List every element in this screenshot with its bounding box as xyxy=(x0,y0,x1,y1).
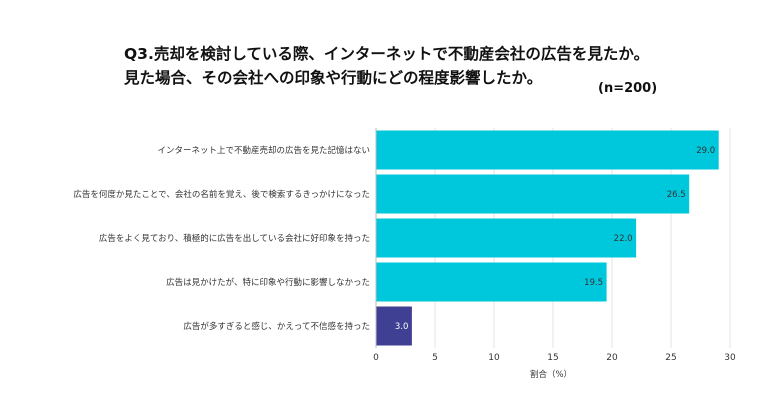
bar xyxy=(376,306,412,346)
category-label: 広告が多すぎると感じ、かえって不信感を持った xyxy=(183,321,370,332)
category-label: 広告をよく見ており、積極的に広告を出している会社に好印象を持った xyxy=(99,233,370,244)
x-tick-label: 0 xyxy=(373,353,379,363)
category-label: 広告を何度か見たことで、会社の名前を覚え、後で検索するきっかけになった xyxy=(73,189,370,200)
bar-value-label: 3.0 xyxy=(395,322,409,332)
category-label: 広告は見かけたが、特に印象や行動に影響しなかった xyxy=(166,277,370,288)
x-tick-label: 15 xyxy=(547,353,558,363)
category-label: インターネット上で不動産売却の広告を見た記憶はない xyxy=(157,145,370,156)
x-axis-label: 割合（%） xyxy=(530,369,572,380)
x-tick-label: 25 xyxy=(665,353,676,363)
bar xyxy=(376,130,719,170)
x-tick-label: 10 xyxy=(488,353,500,363)
bar xyxy=(376,262,607,302)
bar xyxy=(376,218,637,258)
chart-title-line-2: 見た場合、その会社への印象や行動にどの程度影響したか。 xyxy=(124,69,543,87)
sample-size-label: (n=200) xyxy=(598,81,658,96)
x-tick-label: 20 xyxy=(606,353,618,363)
bar-value-label: 29.0 xyxy=(696,146,715,156)
bar xyxy=(376,174,690,214)
bar-value-label: 22.0 xyxy=(614,234,633,244)
chart-title-line-1: Q3.売却を検討している際、インターネットで不動産会社の広告を見たか。 xyxy=(124,45,650,63)
bar-value-label: 19.5 xyxy=(584,278,603,288)
x-tick-label: 5 xyxy=(432,353,438,363)
bar-value-label: 26.5 xyxy=(667,190,686,200)
x-tick-label: 30 xyxy=(724,353,736,363)
